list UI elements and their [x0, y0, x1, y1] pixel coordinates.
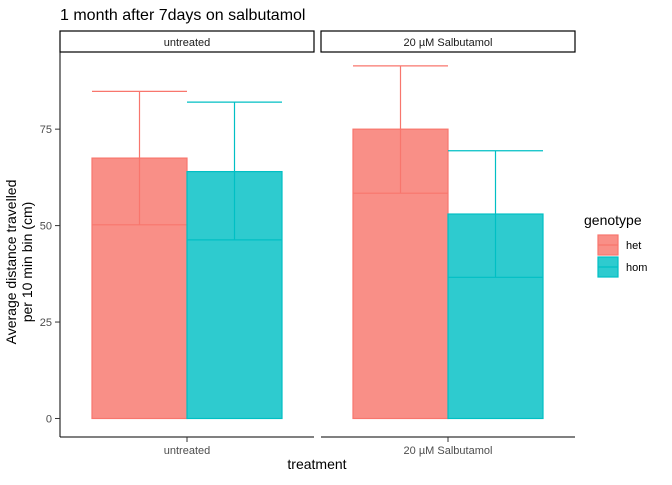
legend: genotype het hom — [584, 212, 647, 278]
y-axis-label: Average distance travelled per 10 min bi… — [3, 180, 35, 345]
x-axis-label: treatment — [287, 456, 346, 472]
facet-strip — [59, 30, 315, 53]
chart-title: 1 month after 7days on salbutamol — [60, 7, 305, 24]
legend-label: hom — [626, 262, 647, 274]
facet-strip — [320, 30, 576, 53]
legend-label: het — [626, 240, 641, 252]
bar-het — [352, 128, 449, 420]
y-tick-label: 75 — [40, 124, 52, 136]
legend-title: genotype — [584, 212, 642, 228]
legend-item-hom: hom — [597, 256, 647, 278]
y-axis-label-line-2: per 10 min bin (cm) — [19, 202, 35, 323]
x-tick-label: untreated — [164, 445, 210, 457]
facet-panel-0: untreated untreated — [59, 30, 315, 457]
y-tick-label: 0 — [46, 413, 52, 425]
facet-strip-label: 20 µM Salbutamol — [404, 37, 493, 49]
legend-item-het: het — [597, 234, 641, 256]
x-tick-label: 20 µM Salbutamol — [404, 445, 493, 457]
y-tick-label: 25 — [40, 317, 52, 329]
y-tick-label: 50 — [40, 221, 52, 233]
y-axis: 0 25 50 75 — [40, 52, 61, 437]
facet-strip-label: untreated — [164, 37, 210, 49]
facet-panel-1: 20 µM Salbutamol 20 µM Salbutamol — [320, 30, 576, 457]
y-axis-label-line-1: Average distance travelled — [3, 180, 19, 345]
